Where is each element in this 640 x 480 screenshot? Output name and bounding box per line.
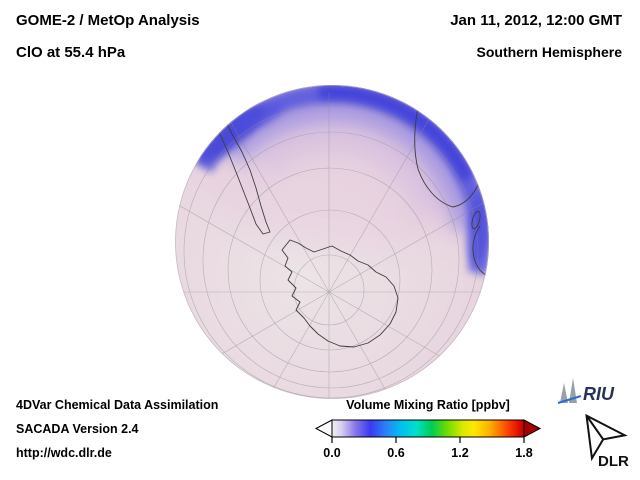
figure-subtitle: ClO at 55.4 hPa (16, 44, 126, 61)
footer-version: SACADA Version 2.4 (16, 422, 139, 436)
graticule (175, 92, 489, 399)
antarctica-coastline (281, 239, 399, 348)
footer-url: http://wdc.dlr.de (16, 446, 112, 460)
riu-logo: RIU (557, 378, 615, 405)
colorbar-overflow-arrow (523, 419, 542, 438)
colorbar-tick-label: 1.8 (515, 446, 533, 460)
south-america-coastline (199, 95, 271, 235)
colorbar-title: Volume Mixing Ratio [ppbv] (346, 398, 510, 412)
figure-title: GOME-2 / MetOp Analysis (16, 12, 200, 29)
footer-assimilation: 4DVar Chemical Data Assimilation (16, 398, 219, 412)
colorbar-tick-marks (331, 437, 525, 443)
colorbar-gradient (331, 419, 525, 438)
figure-region: Southern Hemisphere (476, 44, 622, 60)
colorbar-tick-label: 0.6 (387, 446, 405, 460)
colorbar-tick-label: 1.2 (451, 446, 469, 460)
clo-enhanced-band (194, 85, 489, 276)
figure-datetime: Jan 11, 2012, 12:00 GMT (450, 12, 622, 29)
globe-map (175, 85, 489, 399)
riu-blue-accent (557, 394, 582, 405)
madagascar-coastline (471, 210, 481, 230)
dlr-wing-icon (585, 413, 628, 462)
dlr-logo: DLR (585, 413, 629, 470)
colorbar-underflow-arrow (314, 419, 333, 438)
dlr-logo-text: DLR (598, 453, 629, 470)
colorbar-tick-label: 0.0 (323, 446, 341, 460)
colorbar (314, 419, 542, 443)
riu-logo-text: RIU (583, 384, 615, 404)
